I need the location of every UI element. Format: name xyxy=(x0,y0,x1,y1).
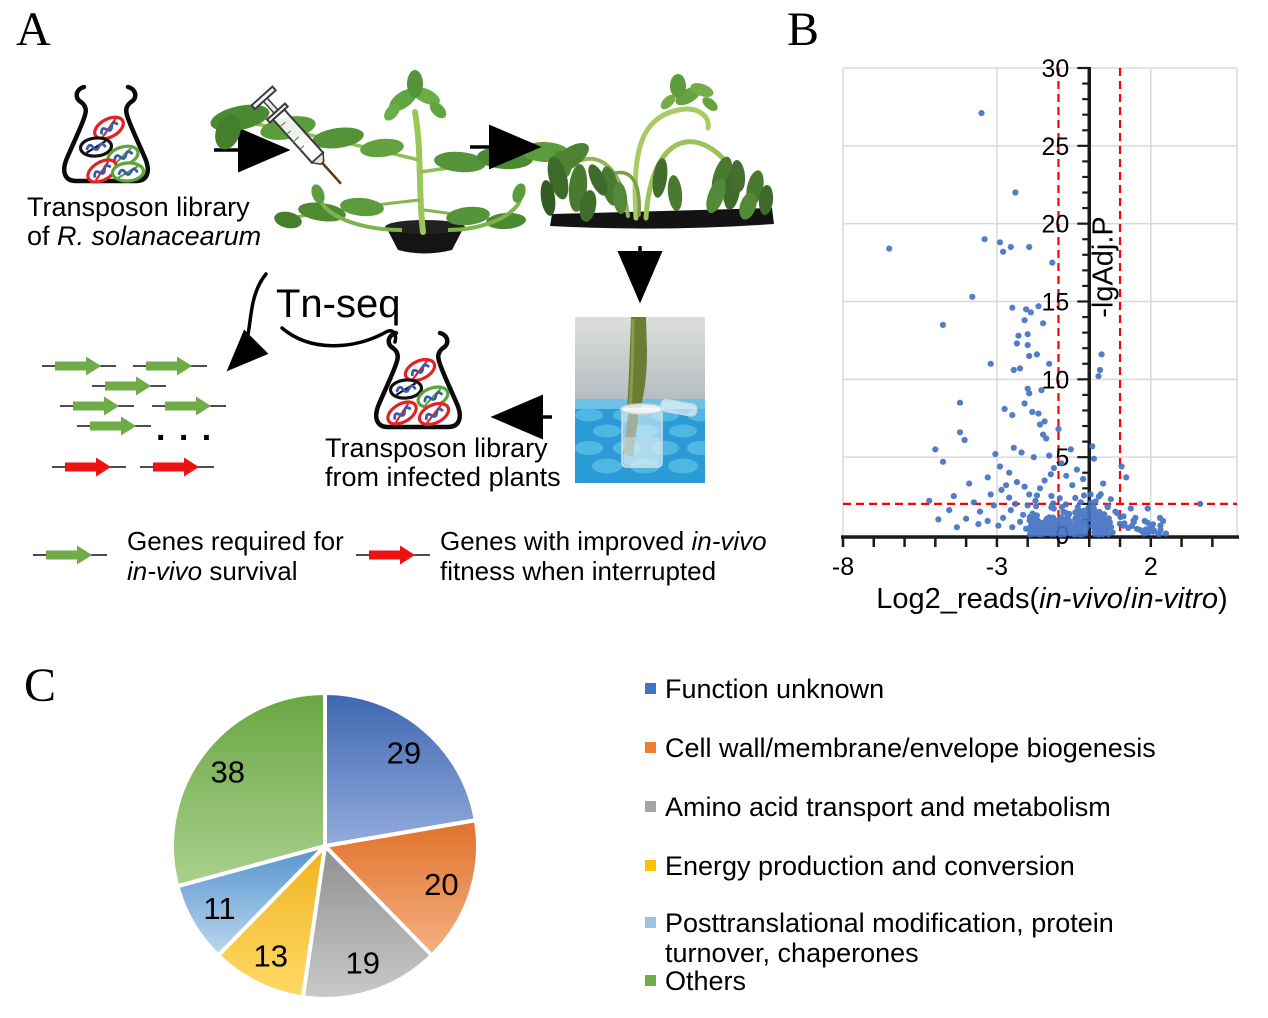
svg-text:-3: -3 xyxy=(986,553,1008,581)
svg-text:25: 25 xyxy=(1041,133,1069,161)
legend-item-label: Function unknown xyxy=(665,674,885,704)
legend-item-label: Others xyxy=(665,966,747,996)
svg-text:2: 2 xyxy=(1144,553,1158,581)
pie-legend-item: Posttranslational modification, protein … xyxy=(645,908,1205,968)
pie-legend-item: Others xyxy=(645,966,1205,996)
svg-text:-8: -8 xyxy=(832,553,854,581)
scatter-points xyxy=(886,110,1204,538)
svg-text:30: 30 xyxy=(1041,55,1069,83)
tnseq-swoosh-icon xyxy=(280,326,398,348)
legend-color-swatch-icon xyxy=(645,742,656,753)
flask2-caption-line1: Transposon library xyxy=(325,433,548,463)
pie-slice-value: 38 xyxy=(210,755,244,790)
svg-text:15: 15 xyxy=(1041,289,1069,317)
flask2-caption: Transposon library from infected plants xyxy=(325,434,561,492)
svg-text:5: 5 xyxy=(1055,444,1069,472)
pie-legend-item: Amino acid transport and metabolism xyxy=(645,792,1205,822)
stem-cutting-photo xyxy=(575,317,705,483)
green-legend-line1: Genes required for xyxy=(127,526,344,556)
pie-slice xyxy=(300,844,434,1001)
pie-slice-value: 19 xyxy=(346,945,380,980)
green-legend-italic: in-vivo xyxy=(127,556,203,586)
flask-infected-library xyxy=(376,333,460,431)
panel-c-label: C xyxy=(24,659,57,712)
tnseq-reads: . . . xyxy=(41,355,227,478)
red-arrow-legend-text: Genes with improved in-vivo fitness when… xyxy=(440,526,767,586)
green-arrow-legend-text: Genes required for in-vivo survival xyxy=(127,526,344,586)
legend-color-swatch-icon xyxy=(645,860,656,871)
y-axis-title: -lgAdj.P xyxy=(1087,216,1119,318)
x-axis-title: Log2_reads(in-vivo/in-vitro) xyxy=(876,583,1227,615)
pie-slice xyxy=(169,691,327,889)
green-legend-rest: survival xyxy=(202,556,298,586)
species-name: R. solanacearum xyxy=(57,221,262,251)
plot-grid xyxy=(842,67,1238,535)
pie-slice-value: 13 xyxy=(254,939,288,974)
pie-slice-value: 11 xyxy=(203,891,235,926)
legend-item-label: Posttranslational modification, protein … xyxy=(665,908,1114,968)
pie-chart: 29 20 19 13 11 38 xyxy=(169,691,480,1001)
panel-a-diagram: . . . xyxy=(32,70,774,566)
legend-color-swatch-icon xyxy=(645,975,656,986)
flask2-caption-line2: from infected plants xyxy=(325,462,561,492)
flask1-caption-line1: Transposon library xyxy=(27,192,250,222)
legend-color-swatch-icon xyxy=(645,801,656,812)
svg-text:10: 10 xyxy=(1041,366,1069,394)
pie-slice-value: 20 xyxy=(424,867,458,902)
flask1-caption-line2-prefix: of xyxy=(27,221,58,251)
tnseq-curved-arrow-icon xyxy=(226,272,269,372)
panel-b-label: B xyxy=(787,3,820,56)
legend-color-swatch-icon xyxy=(645,917,656,928)
red-legend-prefix: Genes with improved xyxy=(440,526,692,556)
pie-legend-item: Cell wall/membrane/envelope biogenesis xyxy=(645,733,1205,763)
legend-green-arrow-icon xyxy=(32,544,108,566)
legend-item-label: Amino acid transport and metabolism xyxy=(665,792,1111,822)
volcano-plot: -8-32051015202530Log2_reads(in-vivo/in-v… xyxy=(832,55,1239,615)
pie-legend-item: Energy production and conversion xyxy=(645,851,1205,881)
red-legend-line2: fitness when interrupted xyxy=(440,556,717,586)
syringe-icon xyxy=(250,85,342,185)
pie-slice xyxy=(323,691,478,848)
legend-item-label: Energy production and conversion xyxy=(665,851,1075,881)
flask-transposon-library xyxy=(64,87,148,189)
tnseq-label: Tn-seq xyxy=(276,282,401,326)
pie-legend-item: Function unknown xyxy=(645,674,1205,704)
svg-text:20: 20 xyxy=(1041,211,1069,239)
red-legend-italic: in-vivo xyxy=(691,526,767,556)
legend-item-label: Cell wall/membrane/envelope biogenesis xyxy=(665,733,1156,763)
pie-slice xyxy=(216,844,327,1000)
legend-color-swatch-icon xyxy=(645,683,656,694)
panel-a-label: A xyxy=(16,3,51,56)
wilted-plant-photo xyxy=(540,74,774,229)
pie-slice xyxy=(323,818,480,958)
reads-ellipsis: . . . xyxy=(156,410,213,448)
flask1-caption: Transposon library of R. solanacearum xyxy=(27,193,261,251)
threshold-lines xyxy=(843,68,1237,538)
pie-slice-value: 29 xyxy=(387,735,421,770)
legend-red-arrow-icon xyxy=(355,544,431,566)
